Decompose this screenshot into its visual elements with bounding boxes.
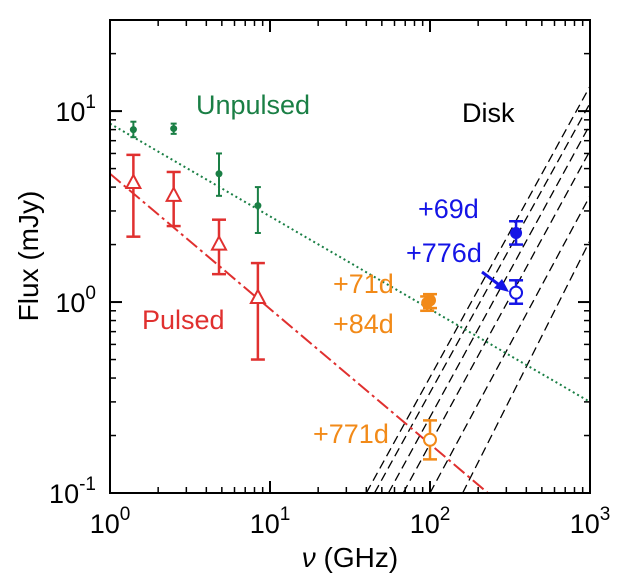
- x-tick-label: 102: [410, 504, 451, 539]
- disk-model-curve: [366, 86, 590, 493]
- annotation-unpulsed: Unpulsed: [196, 90, 310, 120]
- disk-model-curve: [463, 241, 590, 493]
- data-point: [251, 290, 265, 303]
- x-tick-label: 101: [250, 504, 291, 539]
- y-tick-label: 10-1: [49, 474, 96, 509]
- data-points: [126, 122, 523, 460]
- annotation-disk: Disk: [462, 98, 515, 128]
- data-point: [510, 227, 522, 239]
- data-point: [167, 188, 181, 201]
- x-axis-symbol: ν: [302, 542, 316, 573]
- data-point: [212, 237, 226, 250]
- data-point: [254, 202, 261, 209]
- annotation-776d: +776d: [406, 238, 482, 268]
- data-point: [215, 170, 222, 177]
- annotation-71d: +71d: [333, 269, 394, 299]
- annotations: Unpulsed Pulsed Disk +69d +776d +71d +84…: [142, 90, 515, 449]
- y-tick-label: 101: [55, 92, 96, 127]
- data-point: [170, 125, 177, 132]
- annotation-84d: +84d: [333, 309, 394, 339]
- y-axis-label: Flux (mJy): [13, 191, 44, 322]
- disk-model-curves: [366, 86, 590, 493]
- x-tick-label: 100: [90, 504, 131, 539]
- annotation-771d: +771d: [313, 419, 389, 449]
- data-point: [130, 126, 137, 133]
- fit-line-unpulsed: [110, 124, 590, 402]
- disk-model-curve: [375, 103, 590, 493]
- annotation-pulsed: Pulsed: [142, 305, 225, 335]
- y-tick-label: 100: [55, 283, 96, 318]
- data-point: [424, 434, 436, 446]
- disk-model-curve: [388, 125, 590, 493]
- x-tick-label: 103: [570, 504, 611, 539]
- annotation-69d: +69d: [418, 194, 479, 224]
- data-point: [126, 175, 140, 188]
- data-point: [510, 287, 522, 299]
- x-axis-unit: (GHz): [316, 542, 398, 573]
- x-axis-label: ν (GHz): [302, 542, 398, 573]
- data-point: [421, 297, 433, 309]
